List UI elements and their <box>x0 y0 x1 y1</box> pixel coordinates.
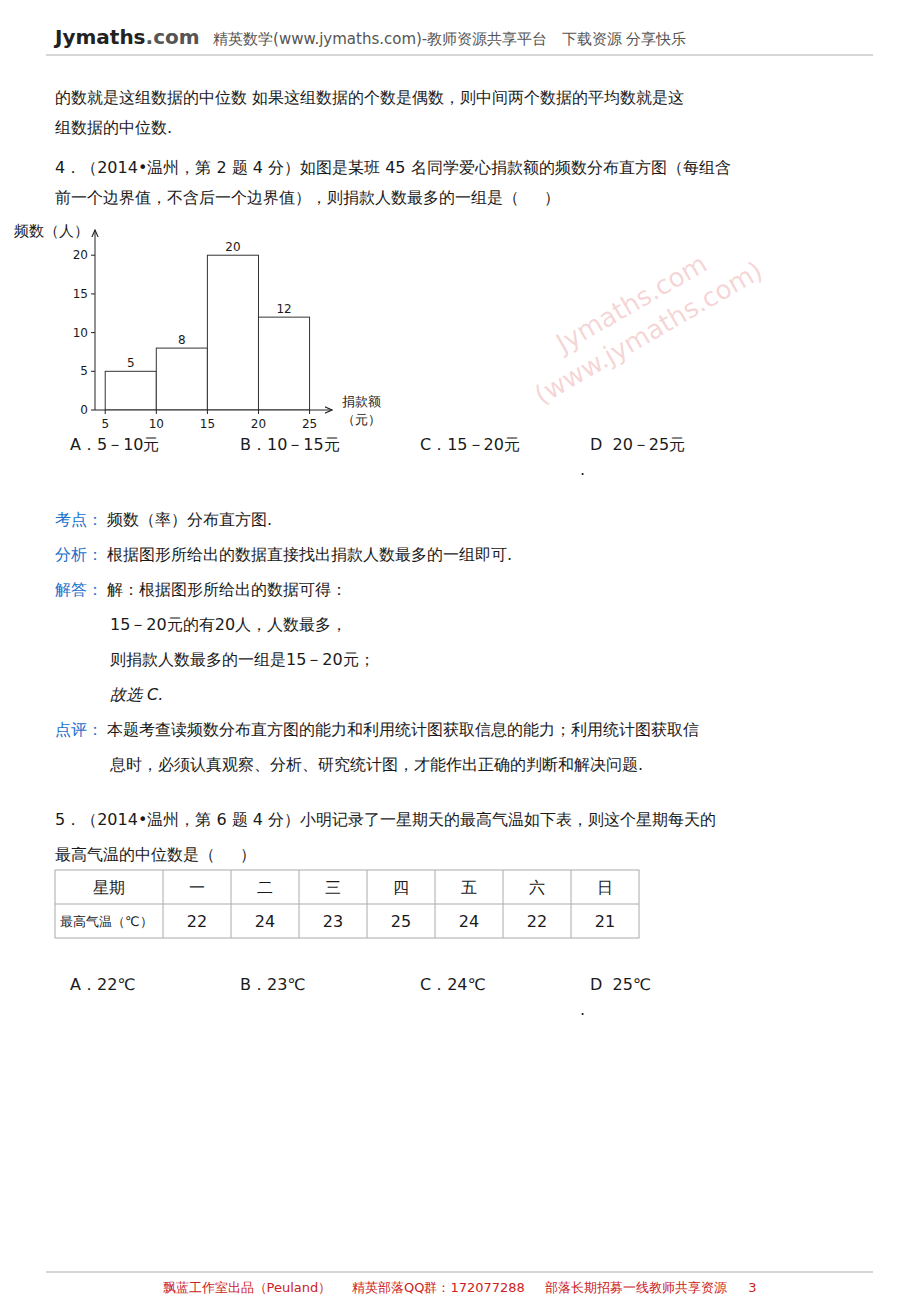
watermark: Jymaths.com(www.jymaths.com) <box>512 226 767 410</box>
table-header: 星期 <box>93 878 125 897</box>
body-text: 频数（率）分布直方图. <box>107 510 272 529</box>
header-text: .com <box>146 25 200 49</box>
header-rule <box>46 55 873 56</box>
bar <box>105 371 156 410</box>
table-cell: 23 <box>323 912 343 931</box>
table-header: 日 <box>597 878 613 897</box>
body-text: A．22℃ <box>70 975 135 994</box>
body-text: C．15－20元 <box>420 435 520 454</box>
x-tick <box>156 410 157 414</box>
footer-text: 飘蓝工作室出品（Peuland） 精英部落QQ群：172077288 部落长期招… <box>163 1280 757 1295</box>
bar <box>258 317 309 410</box>
table-rule <box>55 904 639 905</box>
body-text: 分析： <box>55 545 103 564</box>
bar <box>207 255 258 410</box>
header-text: 精英数学(www.jymaths.com)-教师资源共享平台 下载资源 分享快乐 <box>204 30 687 48</box>
data-label: 12 <box>276 302 291 316</box>
body-text: 15－20元的有20人，人数最多， <box>110 615 347 634</box>
body-text: 点评： <box>55 720 103 739</box>
data-label: 5 <box>127 356 135 370</box>
table-rule <box>435 870 436 938</box>
table-rule <box>571 870 572 938</box>
body-text: 考点： <box>55 510 103 529</box>
background <box>0 0 919 1302</box>
histogram: 58201251015202505101520频数（人）捐款额（元） <box>14 222 381 431</box>
table-rule <box>503 870 504 938</box>
table-rule <box>163 870 164 938</box>
bars <box>105 255 309 410</box>
body-text: 解：根据图形所给出的数据可得： <box>107 580 347 599</box>
x-tick-label: 15 <box>200 417 215 431</box>
y-tick <box>91 410 95 411</box>
y-axis-label: 频数（人） <box>14 222 89 240</box>
body-text: 前一个边界值，不含后一个边界值），则捐款人数最多的一组是（ ） <box>55 188 560 207</box>
table-header: 五 <box>461 878 477 897</box>
y-tick <box>91 371 95 372</box>
body-text: 组数据的中位数. <box>55 118 172 137</box>
header-text: Jymaths <box>53 25 146 49</box>
bar <box>156 348 207 410</box>
table-cell: 24 <box>459 912 479 931</box>
y-tick-label: 15 <box>73 287 88 301</box>
data-label: 20 <box>225 240 240 254</box>
y-axis <box>95 230 96 410</box>
table-cell: 22 <box>527 912 547 931</box>
body-text: A．5－10元 <box>70 435 159 454</box>
table-frame <box>55 870 639 938</box>
x-tick-label: 10 <box>149 417 164 431</box>
table-rule <box>299 870 300 938</box>
y-tick <box>91 332 95 333</box>
x-tick-label: 25 <box>302 417 317 431</box>
y-tick-label: 10 <box>73 326 88 340</box>
data-label: 8 <box>178 333 186 347</box>
x-tick <box>258 410 259 414</box>
x-tick-label: 5 <box>101 417 109 431</box>
x-axis-label: 捐款额 <box>342 394 381 409</box>
footer-rule <box>46 1272 873 1273</box>
y-tick-label: 5 <box>80 364 88 378</box>
page: Jymaths.com 精英数学(www.jymaths.com)-教师资源共享… <box>0 0 919 1302</box>
y-tick-label: 20 <box>73 248 88 262</box>
table-cell: 25 <box>391 912 411 931</box>
body-text: 解答： <box>55 580 103 599</box>
table: 星期最高气温（℃） 一 22 二 24 三 23 四 25 五 24 六 22 日 21 <box>55 870 639 938</box>
table-cell: 22 <box>187 912 207 931</box>
body-text: 则捐款人数最多的一组是15－20元； <box>110 650 375 669</box>
body-text: 4．（2014•温州，第 2 题 4 分）如图是某班 45 名同学爱心捐款额的频… <box>55 158 731 177</box>
table-rule <box>367 870 368 938</box>
table-cell: 24 <box>255 912 275 931</box>
table-row-label: 最高气温（℃） <box>60 914 153 929</box>
x-tick-label: 20 <box>251 417 266 431</box>
y-tick-label: 0 <box>80 403 88 417</box>
table-header: 三 <box>325 878 341 897</box>
body-text: 根据图形所给出的数据直接找出捐款人数最多的一组即可. <box>107 545 512 564</box>
x-tick <box>309 410 310 414</box>
body-text: C．24℃ <box>420 975 486 994</box>
body-text: 息时，必须认真观察、分析、研究统计图，才能作出正确的判断和解决问题. <box>109 755 643 774</box>
table-rule <box>231 870 232 938</box>
x-tick <box>105 410 106 414</box>
x-tick <box>207 410 208 414</box>
table-header: 六 <box>529 878 545 897</box>
table-header: 一 <box>189 878 205 897</box>
body-text: 最高气温的中位数是（ ） <box>55 845 256 864</box>
body-text: B．10－15元 <box>240 435 340 454</box>
y-tick <box>91 293 95 294</box>
body-text: . <box>580 460 585 479</box>
body-text: B．23℃ <box>240 975 305 994</box>
body-text: 的数就是这组数据的中位数 如果这组数据的个数是偶数，则中间两个数据的平均数就是这 <box>55 88 684 107</box>
x-axis <box>95 410 332 411</box>
watermark-text: (www.jymaths.com) <box>529 255 767 410</box>
body-text: 故选 C. <box>110 685 163 704</box>
table-header: 二 <box>257 878 273 897</box>
body-text: D 25℃ <box>590 975 651 994</box>
body-text: D 20－25元 <box>590 435 685 454</box>
body-text: 5．（2014•温州，第 6 题 4 分）小明记录了一星期天的最高气温如下表，则… <box>55 810 716 829</box>
table-header: 四 <box>393 878 409 897</box>
y-tick <box>91 255 95 256</box>
body-text: 本题考查读频数分布直方图的能力和利用统计图获取信息的能力；利用统计图获取信 <box>107 720 699 739</box>
table-cell: 21 <box>595 912 615 931</box>
body-text: . <box>580 1000 585 1019</box>
x-axis-label: （元） <box>342 412 381 427</box>
